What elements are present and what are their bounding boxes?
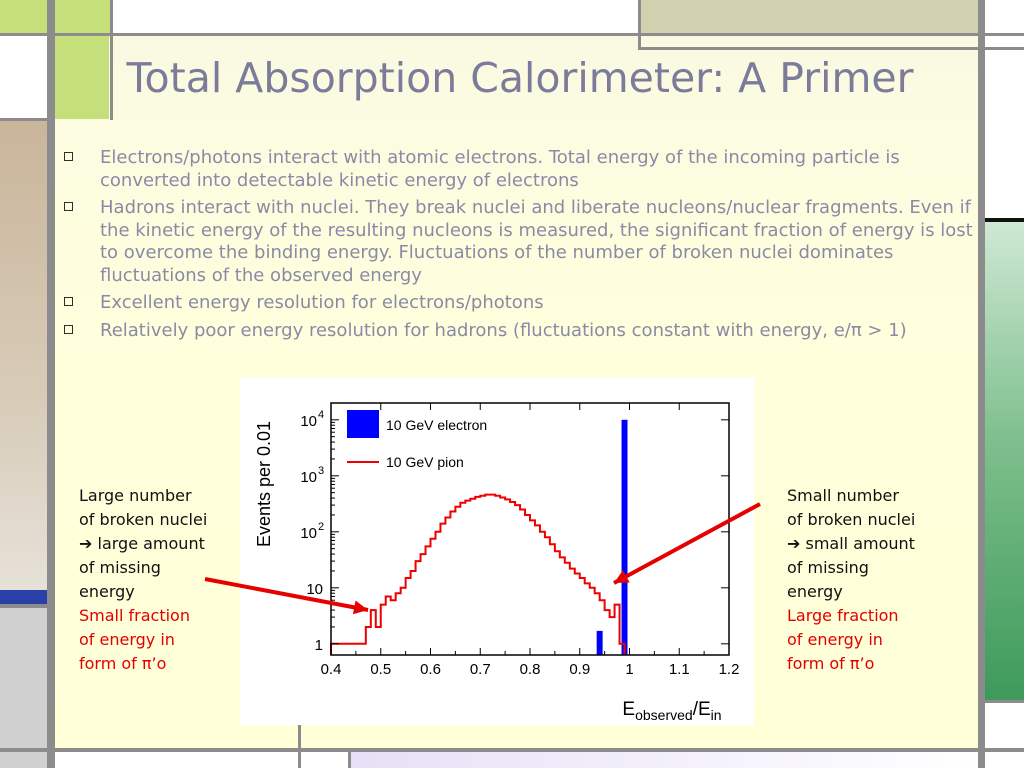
annotation-line: energy (787, 582, 843, 601)
annotation-line: Large number (79, 486, 192, 505)
frame-line (0, 33, 1024, 36)
bullet-item: Relatively poor energy resolution for ha… (60, 320, 975, 343)
slide-title: Total Absorption Calorimeter: A Primer (126, 54, 914, 102)
frame-block-topright (640, 0, 978, 33)
x-axis-label-subscript: in (711, 707, 722, 723)
x-tick-label: 0.5 (370, 661, 391, 678)
annotation-line: ➔ small amount (787, 534, 915, 553)
frame-block-topleft (0, 0, 110, 33)
x-axis-label: Eobserved/Ein (622, 699, 721, 723)
y-tick-label: 10 (300, 413, 317, 430)
y-tick-label: 10 (306, 581, 323, 598)
x-tick-label: 0.9 (569, 661, 590, 678)
legend-electron-label: 10 GeV electron (386, 417, 487, 433)
annotation-left: Large number of broken nuclei ➔ large am… (79, 484, 207, 676)
bullet-square-icon (64, 152, 73, 161)
bullet-list: Electrons/photons interact with atomic e… (60, 147, 975, 347)
frame-line (985, 700, 1024, 703)
x-axis-label-subscript: observed (635, 707, 693, 723)
frame-strip-right-green (985, 222, 1024, 700)
frame-line (0, 604, 55, 608)
frame-block-title-accent (55, 35, 109, 119)
x-axis-label-part: E (622, 699, 635, 720)
x-tick-label: 1.1 (669, 661, 690, 678)
electron-bar (596, 630, 603, 655)
frame-line (0, 748, 1024, 752)
frame-strip-left-blue (0, 590, 47, 604)
annotation-line-red: form of π’o (79, 654, 167, 673)
frame-strip-left-gray (0, 608, 47, 768)
frame-line (0, 118, 55, 121)
x-tick-label: 0.7 (470, 661, 491, 678)
frame-line (638, 0, 641, 50)
bullet-item: Electrons/photons interact with atomic e… (60, 147, 975, 192)
annotation-line-red: of energy in (787, 630, 883, 649)
y-tick-label: 1 (315, 637, 323, 654)
annotation-line: of missing (79, 558, 161, 577)
x-tick-label: 0.8 (520, 661, 541, 678)
annotation-arrow-left-head (352, 600, 368, 615)
x-axis-label-part: /E (693, 699, 711, 720)
bullet-item: Excellent energy resolution for electron… (60, 292, 975, 315)
y-tick-label: 10 (300, 525, 317, 542)
electron-bar (621, 419, 628, 655)
annotation-arrow-left (204, 577, 369, 612)
annotation-line: of missing (787, 558, 869, 577)
y-axis-label: Events per 0.01 (254, 421, 274, 547)
annotation-line: ➔ large amount (79, 534, 205, 553)
x-tick-label: 1 (625, 661, 633, 678)
frame-line (47, 0, 55, 768)
annotation-line: of broken nuclei (787, 510, 916, 529)
bullet-item: Hadrons interact with nuclei. They break… (60, 197, 975, 287)
annotation-line: of broken nuclei (79, 510, 208, 529)
chart-panel (240, 377, 754, 725)
annotation-line-red: Large fraction (787, 606, 899, 625)
y-tick-exponent: 3 (318, 465, 324, 477)
annotation-line: energy (79, 582, 135, 601)
frame-line (638, 47, 1024, 50)
frame-line (110, 0, 113, 120)
frame-line (298, 722, 301, 768)
plot-frame (330, 402, 730, 656)
y-tick-label: 10 (300, 469, 317, 486)
annotation-arrow-right (613, 502, 761, 585)
bullet-square-icon (64, 202, 73, 211)
frame-line (985, 218, 1024, 222)
x-tick-label: 0.4 (321, 661, 342, 678)
frame-strip-bottom (350, 752, 980, 768)
frame-line (978, 0, 985, 768)
annotation-arrow-right-head (614, 570, 630, 583)
annotation-line-red: of energy in (79, 630, 175, 649)
x-tick-label: 1.2 (719, 661, 740, 678)
pion-histogram-line (330, 493, 626, 655)
legend-electron-swatch (347, 410, 379, 438)
x-tick-label: 0.6 (420, 661, 441, 678)
bullet-square-icon (64, 324, 73, 334)
annotation-line-red: Small fraction (79, 606, 190, 625)
annotation-right: Small number of broken nuclei ➔ small am… (787, 484, 915, 676)
annotation-line-red: form of π’o (787, 654, 875, 673)
y-tick-exponent: 2 (318, 521, 324, 533)
legend-pion-label: 10 GeV pion (386, 454, 464, 470)
annotation-line: Small number (787, 486, 899, 505)
frame-strip-left-tan (0, 120, 47, 590)
bullet-square-icon (64, 297, 73, 306)
frame-line (348, 748, 351, 768)
y-tick-exponent: 4 (318, 409, 324, 421)
